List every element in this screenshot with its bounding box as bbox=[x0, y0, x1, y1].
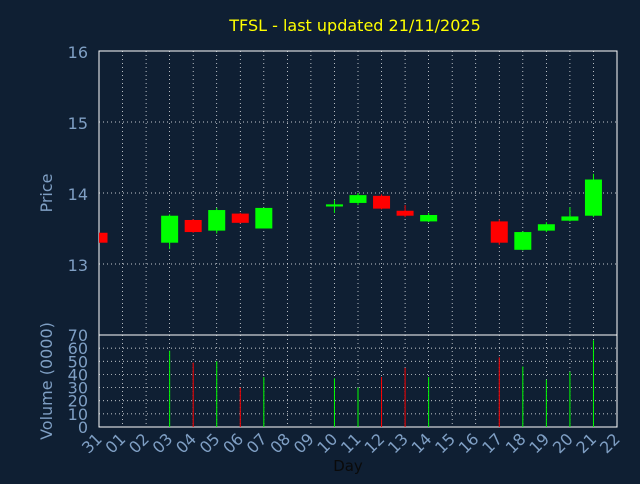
x-tick-label: 22 bbox=[596, 429, 624, 457]
candle-body bbox=[184, 219, 202, 233]
candle-body bbox=[561, 216, 579, 221]
price-tick-label: 14 bbox=[68, 185, 88, 204]
volume-tick-label: 0 bbox=[78, 418, 88, 437]
volume-tick-label: 60 bbox=[68, 339, 88, 358]
volume-tick-label: 50 bbox=[68, 352, 88, 371]
volume-tick-label: 40 bbox=[68, 365, 88, 384]
candle-body bbox=[514, 232, 532, 250]
candle-body bbox=[490, 221, 508, 243]
candle-body bbox=[99, 232, 108, 243]
candle-body bbox=[349, 195, 367, 203]
candle-body bbox=[584, 179, 602, 216]
volume-tick-label: 70 bbox=[68, 326, 88, 345]
volume-tick-label: 10 bbox=[68, 405, 88, 424]
candle-body bbox=[373, 195, 391, 209]
price-tick-label: 15 bbox=[68, 114, 88, 133]
candle-body bbox=[255, 207, 273, 229]
chart-title: TFSL - last updated 21/11/2025 bbox=[228, 16, 481, 35]
candle-body bbox=[208, 210, 226, 231]
x-axis-label: Day bbox=[333, 457, 363, 475]
candle-body bbox=[537, 224, 555, 231]
price-tick-label: 16 bbox=[68, 43, 88, 62]
candle-body bbox=[231, 213, 249, 223]
candle-body bbox=[420, 215, 438, 222]
candle-body bbox=[325, 204, 343, 207]
candles-group bbox=[99, 173, 602, 251]
candle-body bbox=[161, 215, 179, 243]
candle-body bbox=[396, 210, 414, 216]
volume-tick-label: 30 bbox=[68, 379, 88, 398]
volume-tick-label: 20 bbox=[68, 392, 88, 411]
price-tick-label: 13 bbox=[68, 256, 88, 275]
volume-axis-label: Volume (0000) bbox=[37, 322, 56, 440]
price-axis-label: Price bbox=[37, 173, 56, 212]
